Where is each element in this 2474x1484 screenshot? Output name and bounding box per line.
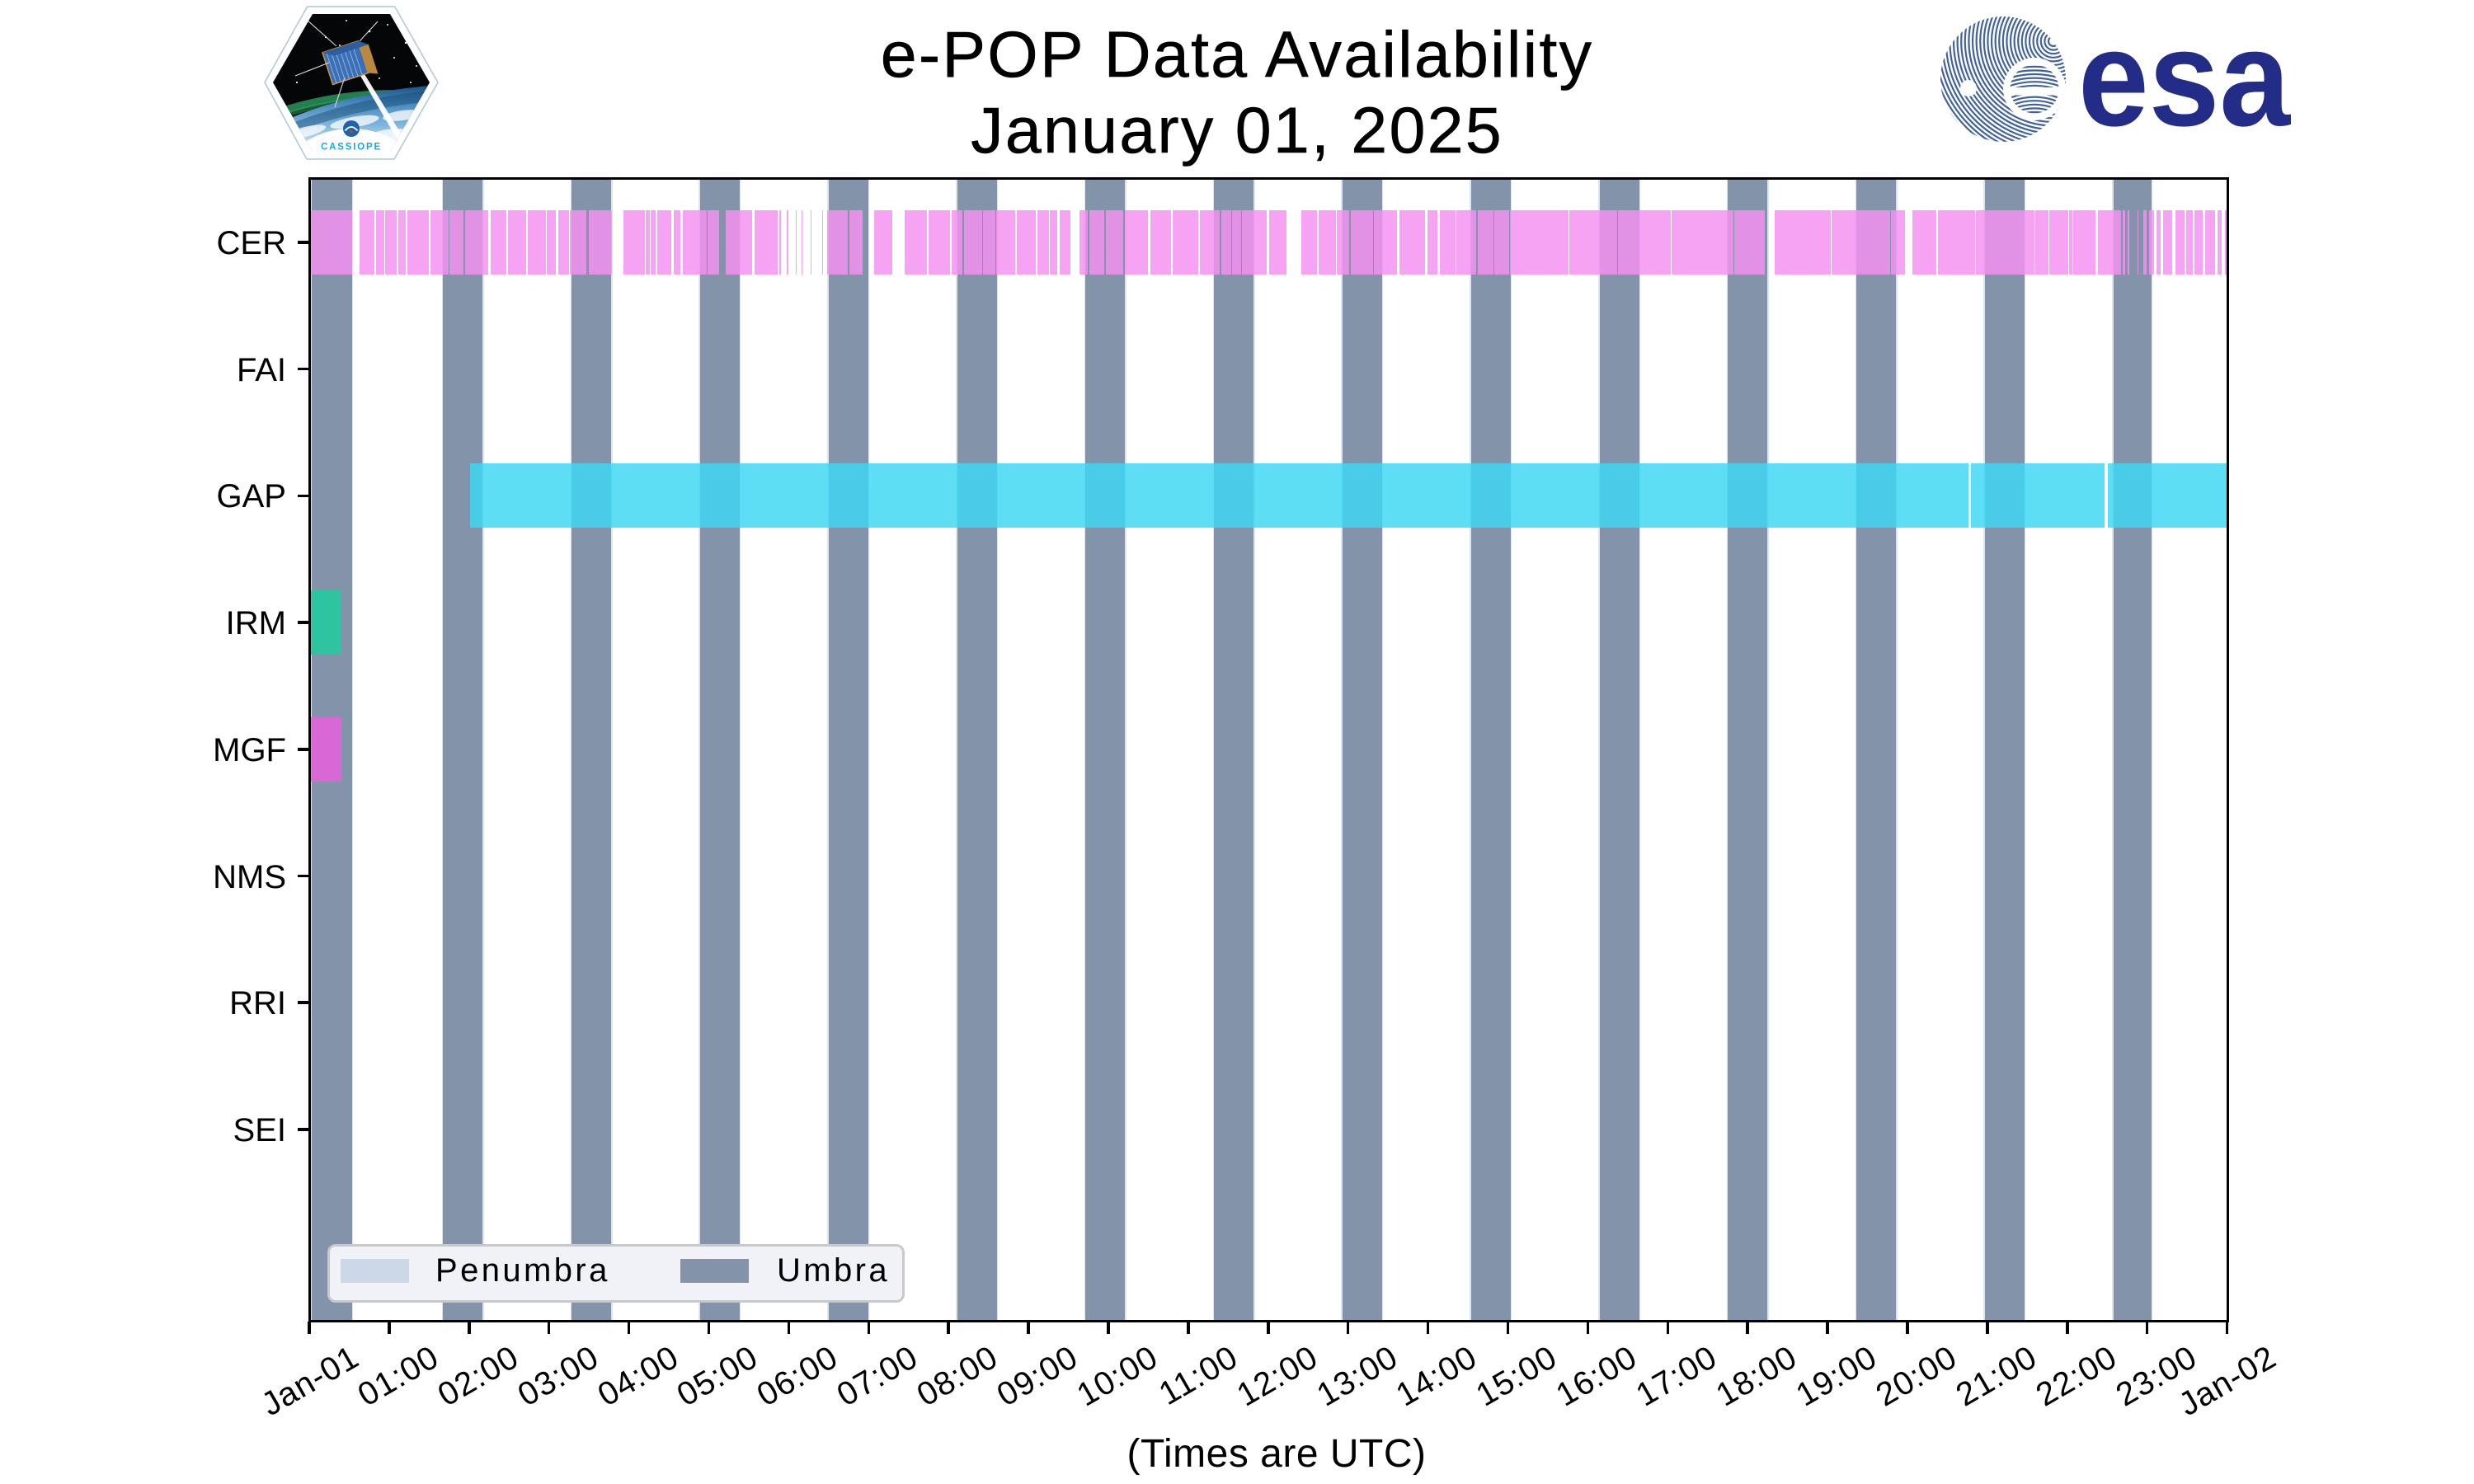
svg-text:CASSIOPE: CASSIOPE	[321, 143, 382, 153]
svg-text:esa: esa	[2078, 2, 2292, 155]
